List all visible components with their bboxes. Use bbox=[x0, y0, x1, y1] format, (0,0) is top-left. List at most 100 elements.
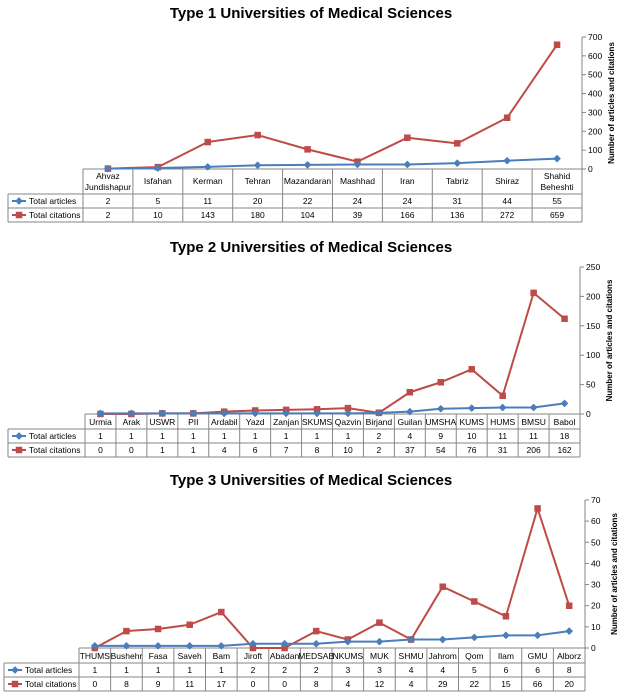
category-label: Babol bbox=[554, 417, 576, 427]
articles-point bbox=[501, 631, 510, 640]
y-tick-label: 40 bbox=[591, 558, 601, 568]
articles-point bbox=[470, 633, 479, 642]
table-cell-value: 9 bbox=[156, 679, 161, 689]
table-cell-value: 31 bbox=[498, 445, 508, 455]
articles-point bbox=[251, 409, 260, 418]
table-cell-value: 55 bbox=[552, 196, 562, 206]
citations-point bbox=[471, 598, 478, 605]
table-cell-value: 6 bbox=[253, 445, 258, 455]
category-label: MEDSAB bbox=[298, 651, 334, 661]
legend-label: Total citations bbox=[25, 679, 77, 689]
citations-point bbox=[561, 315, 568, 322]
table-cell-value: 0 bbox=[98, 445, 103, 455]
category-label: Jiroft bbox=[244, 651, 263, 661]
table-cell-value: 24 bbox=[403, 196, 413, 206]
citations-point bbox=[186, 621, 193, 628]
table-cell-value: 4 bbox=[409, 665, 414, 675]
series-line-articles bbox=[94, 630, 570, 647]
category-label: Ilam bbox=[498, 651, 514, 661]
category-label: Qom bbox=[465, 651, 483, 661]
series-line-articles bbox=[107, 157, 558, 170]
category-label: Isfahan bbox=[144, 176, 172, 186]
articles-point bbox=[529, 403, 538, 412]
articles-point bbox=[248, 639, 257, 648]
articles-point bbox=[185, 641, 194, 650]
y-tick-label: 300 bbox=[588, 107, 602, 117]
category-label: Iran bbox=[400, 176, 415, 186]
articles-point bbox=[498, 403, 507, 412]
articles-point bbox=[122, 641, 131, 650]
table-cell-value: 11 bbox=[529, 431, 538, 441]
citations-point bbox=[503, 114, 511, 121]
table-cell-value: 8 bbox=[315, 445, 320, 455]
articles-point bbox=[303, 160, 312, 169]
category-label: NKUMS bbox=[332, 651, 363, 661]
y-tick-label: 600 bbox=[588, 51, 602, 61]
articles-point bbox=[220, 409, 229, 418]
table-cell-value: 1 bbox=[156, 665, 161, 675]
table-cell-value: 3 bbox=[377, 665, 382, 675]
articles-point bbox=[343, 637, 352, 646]
table-cell-value: 1 bbox=[129, 431, 134, 441]
y-tick-label: 20 bbox=[591, 601, 601, 611]
table-cell-value: 18 bbox=[560, 431, 570, 441]
category-label: THUMS bbox=[80, 651, 111, 661]
table-cell-value: 6 bbox=[504, 665, 509, 675]
articles-point bbox=[467, 404, 476, 413]
table-cell-value: 10 bbox=[153, 210, 163, 220]
chart-2: Type 2 Universities of Medical Sciences 0… bbox=[7, 239, 614, 458]
series-line-citations bbox=[107, 44, 558, 170]
articles-point bbox=[344, 409, 352, 418]
citations-point bbox=[553, 41, 561, 48]
table-cell-value: 22 bbox=[470, 679, 480, 689]
category-label: Tehran bbox=[245, 176, 271, 186]
table-cell-value: 2 bbox=[106, 196, 111, 206]
table-cell-value: 11 bbox=[498, 431, 507, 441]
series-line-citations bbox=[100, 291, 566, 415]
category-label: Zanjan bbox=[273, 417, 299, 427]
citations-point bbox=[534, 505, 541, 512]
legend-key-marker bbox=[15, 446, 23, 454]
articles-point bbox=[103, 164, 112, 173]
table-cell-value: 2 bbox=[314, 665, 319, 675]
y-tick-label: 200 bbox=[586, 291, 600, 301]
category-label: Guilan bbox=[398, 417, 423, 427]
category-label: Arak bbox=[123, 417, 141, 427]
chart-title: Type 1 Universities of Medical Sciences bbox=[170, 5, 452, 22]
category-label: Abadan bbox=[270, 651, 300, 661]
table-cell-value: 206 bbox=[527, 445, 541, 455]
citations-point bbox=[454, 140, 461, 147]
category-label: SHMU bbox=[399, 651, 424, 661]
table-cell-value: 29 bbox=[438, 679, 448, 689]
articles-point bbox=[154, 641, 163, 650]
category-label: HUMS bbox=[490, 417, 515, 427]
table-cell-value: 76 bbox=[467, 445, 477, 455]
y-tick-label: 150 bbox=[586, 321, 600, 331]
table-cell-value: 1 bbox=[92, 665, 97, 675]
y-tick-label: 70 bbox=[591, 495, 601, 505]
table-cell-value: 4 bbox=[407, 431, 412, 441]
articles-point bbox=[158, 409, 167, 418]
table-cell-value: 1 bbox=[346, 431, 351, 441]
y-tick-label: 10 bbox=[591, 622, 601, 632]
y-tick-label: 50 bbox=[586, 380, 596, 390]
articles-point bbox=[353, 160, 362, 169]
table-cell-value: 2 bbox=[251, 665, 256, 675]
table-cell-value: 2 bbox=[377, 431, 382, 441]
table-cell-value: 1 bbox=[160, 431, 165, 441]
y-tick-label: 100 bbox=[588, 145, 602, 155]
articles-point bbox=[313, 409, 321, 418]
table-cell-value: 136 bbox=[450, 210, 464, 220]
category-label: Kerman bbox=[193, 176, 223, 186]
table-cell-value: 8 bbox=[567, 665, 572, 675]
articles-point bbox=[403, 160, 412, 169]
table-cell-value: 659 bbox=[550, 210, 564, 220]
table-cell-value: 4 bbox=[222, 445, 227, 455]
table-cell-value: 8 bbox=[314, 679, 319, 689]
articles-point bbox=[96, 409, 105, 418]
table-cell-value: 272 bbox=[500, 210, 514, 220]
citations-point bbox=[406, 388, 414, 396]
table-cell-value: 1 bbox=[191, 445, 196, 455]
citations-point bbox=[437, 378, 445, 386]
